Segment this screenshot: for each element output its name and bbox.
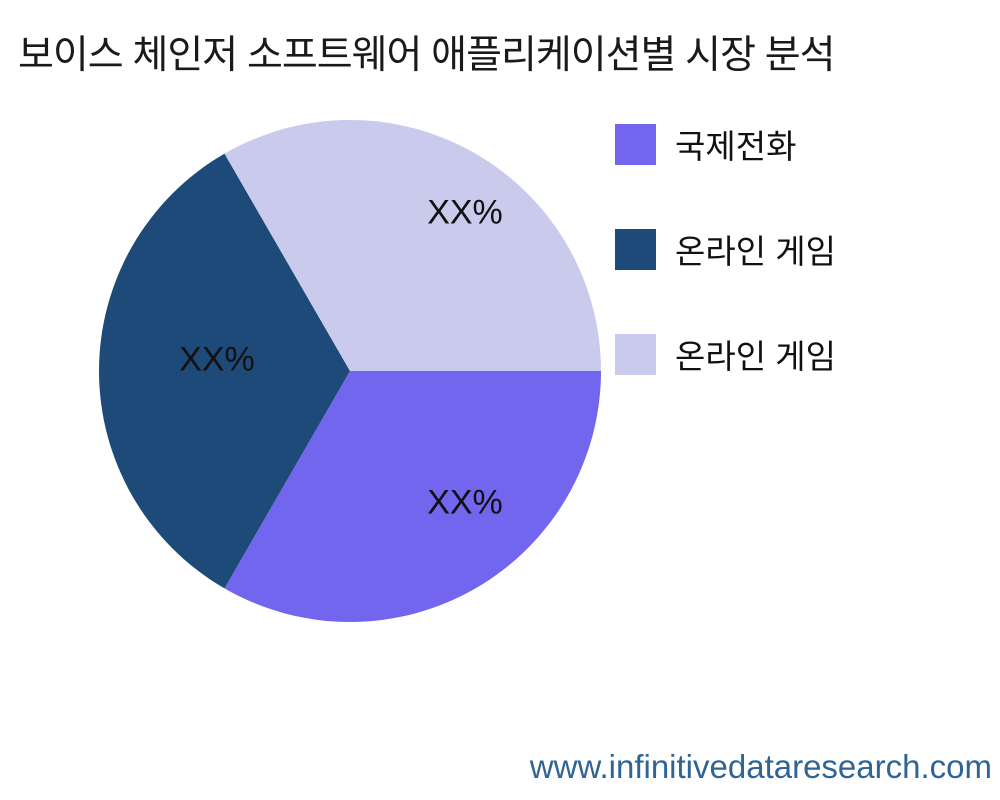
chart-title: 보이스 체인저 소프트웨어 애플리케이션별 시장 분석 (18, 34, 836, 77)
legend-label-international-call: 국제전화 (675, 128, 797, 165)
legend-swatch-international-call (615, 123, 656, 165)
slice-value-label-international-call: XX% (427, 483, 503, 522)
legend: 국제전화 온라인 게임 온라인 게임 (615, 120, 836, 378)
footer-website-url: www.infinitivedataresearch.com (529, 748, 992, 785)
pie-slice-1 (224, 371, 601, 622)
slice-value-label-online-game-light: XX% (427, 193, 503, 232)
legend-item-international-call: 국제전화 (615, 120, 836, 168)
legend-swatch-online-game-dark (615, 228, 656, 270)
legend-label-online-game-dark: 온라인 게임 (675, 233, 836, 270)
slice-value-label-online-game-dark: XX% (179, 340, 255, 379)
legend-item-online-game-light: 온라인 게임 (615, 330, 836, 378)
pie-slice-3 (224, 120, 601, 371)
legend-item-online-game-dark: 온라인 게임 (615, 225, 836, 273)
legend-swatch-online-game-light (615, 333, 656, 375)
legend-label-online-game-light: 온라인 게임 (675, 338, 836, 375)
pie-slice-2 (99, 153, 350, 589)
